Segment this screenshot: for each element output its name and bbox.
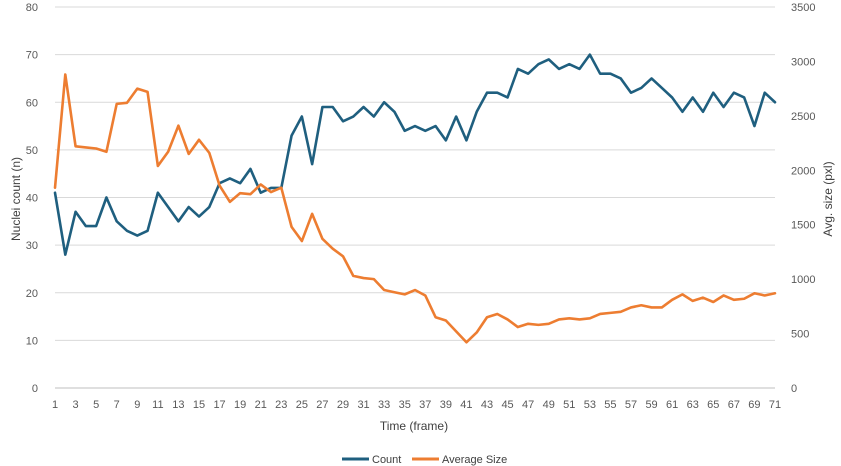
x-tick-label: 25 (296, 399, 308, 411)
x-tick-label: 43 (481, 399, 493, 411)
legend-label-count: Count (372, 454, 401, 466)
x-tick-label: 49 (543, 399, 555, 411)
x-tick-label: 17 (213, 399, 225, 411)
x-tick-label: 33 (378, 399, 390, 411)
x-tick-label: 47 (522, 399, 534, 411)
gridlines (55, 6, 775, 341)
x-tick-label: 45 (501, 399, 513, 411)
y2-axis-title: Avg. size (pxl) (821, 161, 835, 236)
x-tick-label: 35 (399, 399, 411, 411)
y-axis-title: Nuclei count (n) (9, 157, 23, 241)
x-tick-label: 69 (748, 399, 760, 411)
y2-tick-label: 1500 (791, 220, 815, 232)
y-tick-label: 60 (26, 97, 38, 109)
y-tick-label: 80 (26, 2, 38, 14)
x-tick-label: 21 (255, 399, 267, 411)
legend: Count Average Size (342, 454, 507, 466)
y-tick-label: 20 (26, 288, 38, 300)
y2-tick-label: 0 (791, 383, 797, 395)
x-tick-label: 41 (460, 399, 472, 411)
x-tick-label: 65 (707, 399, 719, 411)
x-tick-label: 59 (645, 399, 657, 411)
series-line-count (53, 53, 777, 256)
y2-tick-label: 1000 (791, 274, 815, 286)
x-tick-label: 7 (114, 399, 120, 411)
x-tick-label: 53 (584, 399, 596, 411)
x-tick-label: 19 (234, 399, 246, 411)
x-tick-label: 63 (687, 399, 699, 411)
series-lines (53, 53, 777, 344)
y2-tick-label: 500 (791, 329, 809, 341)
y-tick-label: 30 (26, 240, 38, 252)
x-tick-label: 51 (563, 399, 575, 411)
y2-tick-label: 3000 (791, 56, 815, 68)
x-tick-label: 1 (52, 399, 58, 411)
x-tick-label: 67 (728, 399, 740, 411)
y-tick-label: 0 (32, 383, 38, 395)
y2-tick-label: 2500 (791, 111, 815, 123)
x-tick-label: 15 (193, 399, 205, 411)
x-tick-label: 23 (275, 399, 287, 411)
left-axis-ticks: 0 10 20 30 40 50 60 70 80 (26, 2, 38, 395)
x-tick-label: 3 (73, 399, 79, 411)
y-tick-label: 40 (26, 193, 38, 205)
x-tick-label: 13 (172, 399, 184, 411)
x-tick-label: 27 (316, 399, 328, 411)
x-tick-label: 57 (625, 399, 637, 411)
y-tick-label: 50 (26, 145, 38, 157)
legend-label-average-size: Average Size (442, 454, 507, 466)
x-tick-label: 55 (604, 399, 616, 411)
y-tick-label: 70 (26, 50, 38, 62)
x-axis-ticks: 1 3 5 7 9 11 13 15 17 19 21 23 25 27 29 31 33 35 37 39 41 43 4… (52, 399, 781, 411)
y2-tick-label: 3500 (791, 2, 815, 14)
y-tick-label: 10 (26, 335, 38, 347)
y2-tick-label: 2000 (791, 165, 815, 177)
x-tick-label: 5 (93, 399, 99, 411)
series-line-average-size (53, 73, 777, 344)
x-tick-label: 31 (357, 399, 369, 411)
x-tick-label: 9 (134, 399, 140, 411)
x-tick-label: 71 (769, 399, 781, 411)
x-tick-label: 61 (666, 399, 678, 411)
x-tick-label: 37 (419, 399, 431, 411)
x-tick-label: 29 (337, 399, 349, 411)
x-tick-label: 39 (440, 399, 452, 411)
x-tick-label: 11 (152, 399, 163, 411)
x-axis-title: Time (frame) (380, 419, 448, 433)
right-axis-ticks: 0 500 1000 1500 2000 2500 3000 3500 (791, 2, 815, 395)
